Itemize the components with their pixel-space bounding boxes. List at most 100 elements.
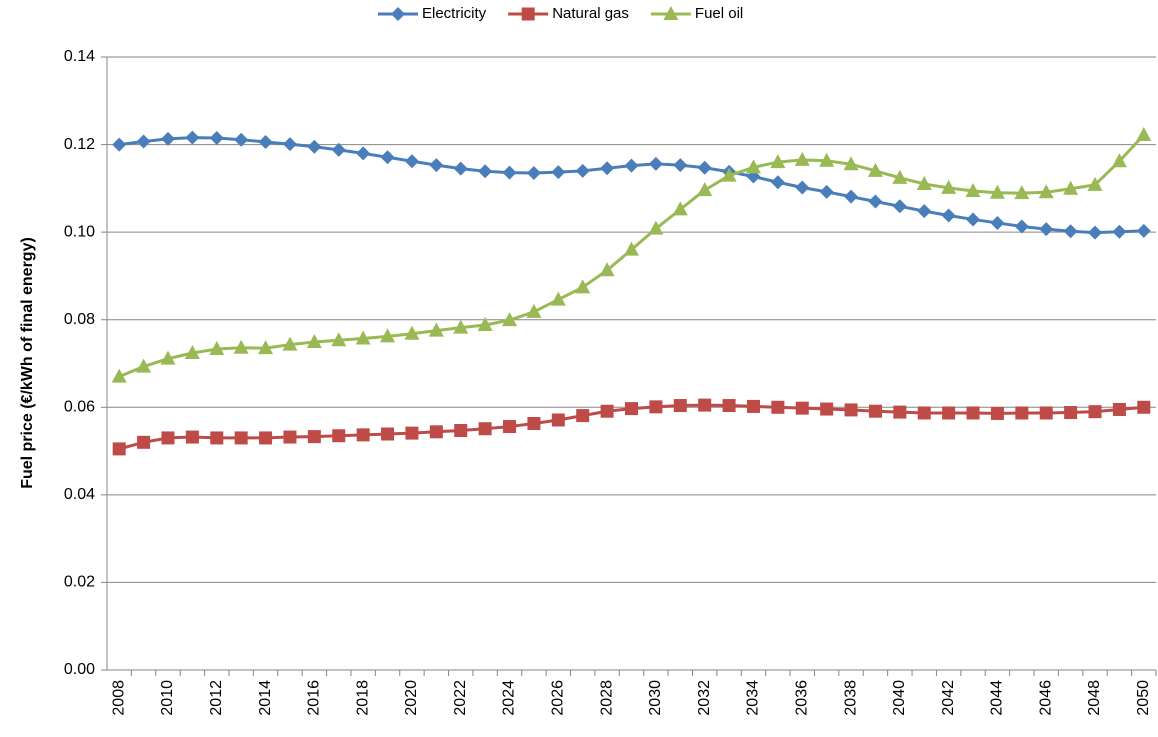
data-point [917,204,932,219]
data-point [794,151,810,166]
x-tick-label: 2020 [403,680,420,716]
x-tick-label: 2050 [1135,680,1152,716]
y-tick-label: 0.06 [64,399,95,416]
data-point [111,368,127,383]
series-line [119,136,1144,235]
data-point [527,416,541,430]
data-point [526,303,542,318]
x-tick-label: 2028 [598,680,615,716]
data-point [966,212,981,227]
y-tick-label: 0.12 [64,136,95,153]
data-point [429,158,444,173]
data-point [990,406,1004,420]
data-point [1088,225,1103,240]
x-tick-label: 2014 [257,680,274,716]
y-tick-label: 0.00 [64,661,95,678]
data-point [233,339,249,354]
data-point [1039,406,1053,420]
data-point [259,431,273,445]
data-point [600,404,614,418]
data-point [672,201,688,216]
data-point [1014,219,1029,234]
data-point [648,156,663,171]
data-point [599,262,615,277]
data-point [1137,400,1151,414]
data-point [160,350,176,365]
data-point [745,159,761,174]
data-point [526,166,541,181]
data-point [868,404,882,418]
data-point [502,312,518,327]
data-point [575,279,591,294]
data-point [1063,224,1078,239]
data-point [209,341,225,356]
data-point [673,399,687,413]
data-point [575,163,590,178]
y-tick-label: 0.08 [64,311,95,328]
data-point [771,400,785,414]
data-point [331,332,347,347]
data-point [136,358,152,373]
data-point [332,429,346,443]
data-point [1087,176,1103,191]
data-point [478,164,493,179]
y-tick-label: 0.04 [64,486,95,503]
data-point [843,156,859,171]
data-point [867,162,883,177]
data-point [697,182,713,197]
data-point [648,220,664,235]
data-point [576,409,590,423]
legend-label: Natural gas [552,5,629,22]
data-point [185,430,199,444]
x-tick-label: 2036 [793,680,810,716]
data-point [941,179,957,194]
data-point [600,161,615,176]
data-point [795,180,810,195]
data-point [698,398,712,412]
x-tick-label: 2046 [1037,680,1054,716]
data-point [625,402,638,416]
x-tick-label: 2030 [647,680,664,716]
data-point [1038,184,1054,199]
data-point [649,400,663,414]
data-point [844,189,859,204]
data-point [137,435,151,449]
data-point [380,328,396,343]
x-tick-label: 2032 [696,680,713,716]
data-point [502,165,517,180]
data-point [989,184,1005,199]
legend-marker [521,7,535,21]
data-point [868,194,883,209]
x-tick-label: 2008 [110,680,127,716]
data-point [283,430,297,444]
data-point [282,137,297,152]
data-point [404,325,420,340]
data-point [892,169,908,184]
data-point [112,442,126,456]
data-point [624,158,639,173]
x-tick-label: 2026 [550,680,567,716]
data-point [820,402,834,416]
x-tick-label: 2044 [989,680,1006,716]
data-point [1015,406,1029,420]
data-point [795,401,809,415]
data-point [355,330,371,345]
data-point [210,431,224,445]
legend-label: Electricity [422,5,487,22]
x-tick-label: 2022 [452,680,469,716]
data-point [819,152,835,167]
data-point [722,399,736,413]
data-point [1112,402,1126,416]
data-point [697,160,712,175]
x-tick-label: 2038 [842,680,859,716]
data-point [892,199,907,214]
data-point [136,134,151,149]
data-point [477,316,493,331]
x-tick-label: 2034 [745,680,762,716]
data-point [1136,126,1152,141]
data-point [453,319,469,334]
data-point [770,175,785,190]
x-tick-label: 2048 [1086,680,1103,716]
data-point [258,340,274,355]
